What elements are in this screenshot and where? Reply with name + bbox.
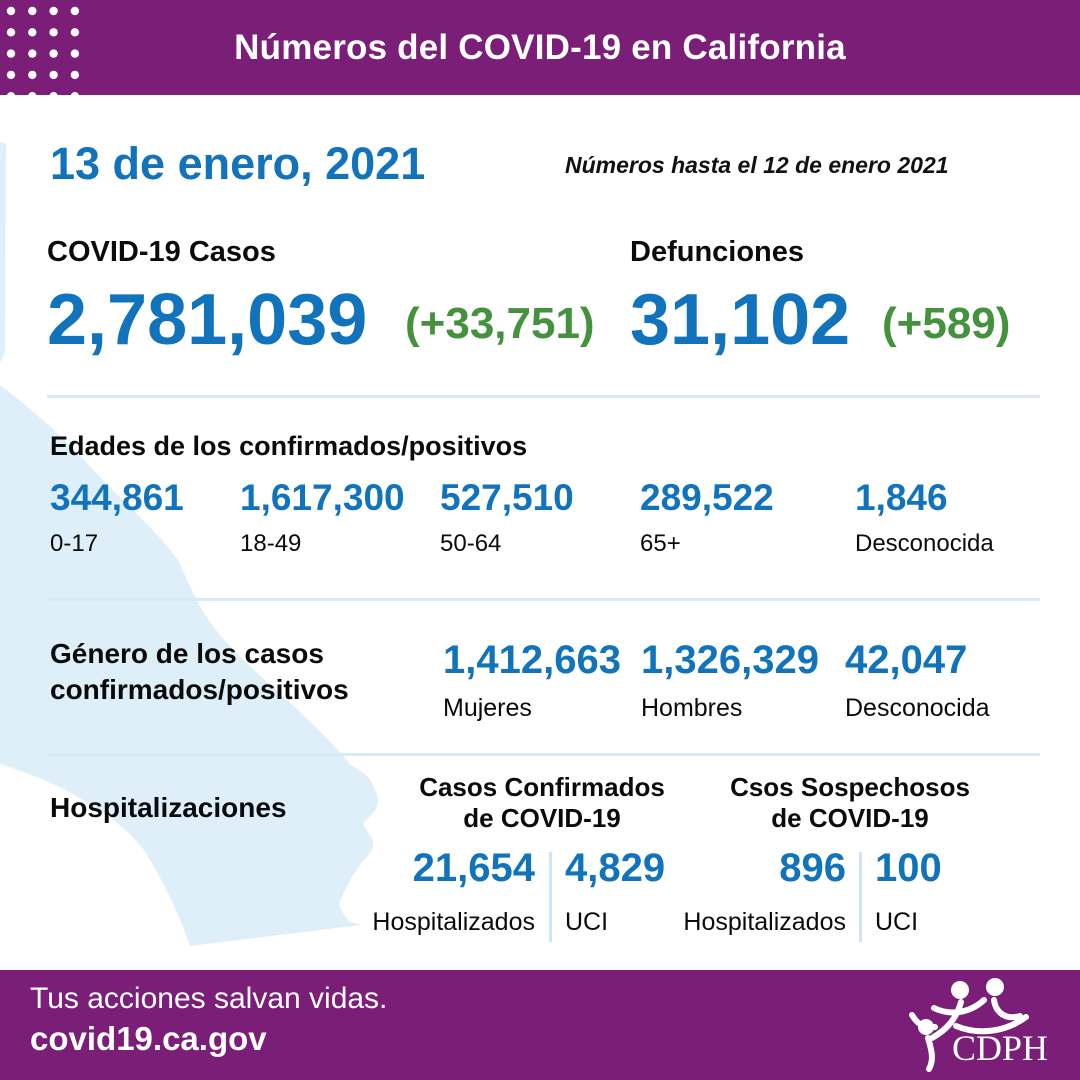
title-line1: Casos Confirmados bbox=[419, 772, 665, 802]
report-date: 13 de enero, 2021 bbox=[50, 138, 426, 189]
deaths-daily-change: (+589) bbox=[882, 299, 1011, 348]
gender-label: Hombres bbox=[641, 694, 743, 722]
confirmed-cases-column-title: Casos Confirmados de COVID-19 bbox=[392, 772, 692, 834]
footer-url: covid19.ca.gov bbox=[30, 1020, 267, 1057]
title-line1: Csos Sospechosos bbox=[730, 772, 970, 802]
age-value: 527,510 bbox=[440, 477, 574, 518]
cdph-logo-text: CDPH bbox=[952, 1028, 1048, 1068]
age-label: 65+ bbox=[640, 530, 681, 557]
age-group-65-plus: 289,522 65+ bbox=[640, 479, 774, 556]
gender-label: Desconocida bbox=[845, 694, 990, 722]
hospitalizations-heading: Hospitalizaciones bbox=[50, 792, 287, 823]
gender-label: Mujeres bbox=[443, 694, 532, 722]
suspected-cases-column-title: Csos Sospechosos de COVID-19 bbox=[700, 772, 1000, 834]
title-line2: de COVID-19 bbox=[771, 803, 929, 833]
footer-tagline: Tus acciones salvan vidas. bbox=[30, 982, 388, 1015]
age-value: 1,846 bbox=[855, 477, 948, 518]
gender-section-heading: Género de los casos confirmados/positivo… bbox=[50, 636, 349, 708]
gender-heading-line1: Género de los casos bbox=[50, 638, 324, 669]
ages-section-heading: Edades de los confirmados/positivos bbox=[50, 431, 528, 461]
cases-daily-change: (+33,751) bbox=[405, 299, 595, 348]
section-divider bbox=[47, 598, 1040, 601]
footer-bar: Tus acciones salvan vidas. covid19.ca.go… bbox=[0, 970, 1080, 1080]
age-group-18-49: 1,617,300 18-49 bbox=[240, 479, 405, 556]
age-group-unknown: 1,846 Desconocida bbox=[855, 479, 994, 556]
deaths-label: Defunciones bbox=[630, 236, 805, 268]
header-bar: Números del COVID-19 en California bbox=[0, 0, 1080, 95]
age-value: 289,522 bbox=[640, 477, 774, 518]
gender-value: 42,047 bbox=[845, 638, 968, 682]
suspected-hospitalized-label: Hospitalizados bbox=[683, 908, 846, 936]
age-value: 344,861 bbox=[50, 477, 184, 518]
column-divider bbox=[549, 852, 552, 942]
dot-grid-icon bbox=[6, 6, 80, 95]
section-divider bbox=[47, 395, 1040, 398]
gender-unknown: 42,047 Desconocida bbox=[845, 640, 990, 721]
age-group-0-17: 344,861 0-17 bbox=[50, 479, 184, 556]
confirmed-hospitalized-label: Hospitalizados bbox=[372, 908, 535, 936]
page-title: Números del COVID-19 en California bbox=[234, 28, 846, 67]
suspected-icu-label: UCI bbox=[875, 908, 919, 936]
section-divider bbox=[47, 753, 1040, 756]
cases-total: 2,781,039 bbox=[47, 280, 368, 360]
confirmed-icu-value: 4,829 bbox=[565, 846, 666, 890]
gender-value: 1,412,663 bbox=[443, 638, 621, 682]
gender-heading-line2: confirmados/positivos bbox=[50, 674, 349, 705]
column-divider bbox=[859, 852, 862, 942]
age-value: 1,617,300 bbox=[240, 477, 405, 518]
age-label: 50-64 bbox=[440, 530, 502, 557]
gender-female: 1,412,663 Mujeres bbox=[443, 640, 621, 721]
age-label: 0-17 bbox=[50, 530, 99, 557]
cases-label: COVID-19 Casos bbox=[47, 236, 276, 268]
age-label: Desconocida bbox=[855, 530, 994, 557]
confirmed-hospitalized-value: 21,654 bbox=[412, 846, 535, 890]
data-as-of-note: Números hasta el 12 de enero 2021 bbox=[565, 152, 949, 178]
confirmed-icu-label: UCI bbox=[565, 908, 609, 936]
suspected-hospitalized-value: 896 bbox=[779, 846, 846, 890]
age-label: 18-49 bbox=[240, 530, 302, 557]
age-group-50-64: 527,510 50-64 bbox=[440, 479, 574, 556]
gender-value: 1,326,329 bbox=[641, 638, 819, 682]
gender-male: 1,326,329 Hombres bbox=[641, 640, 819, 721]
suspected-icu-value: 100 bbox=[875, 846, 942, 890]
cdph-logo: CDPH bbox=[909, 978, 1048, 1072]
deaths-total: 31,102 bbox=[630, 280, 851, 360]
title-line2: de COVID-19 bbox=[463, 803, 621, 833]
